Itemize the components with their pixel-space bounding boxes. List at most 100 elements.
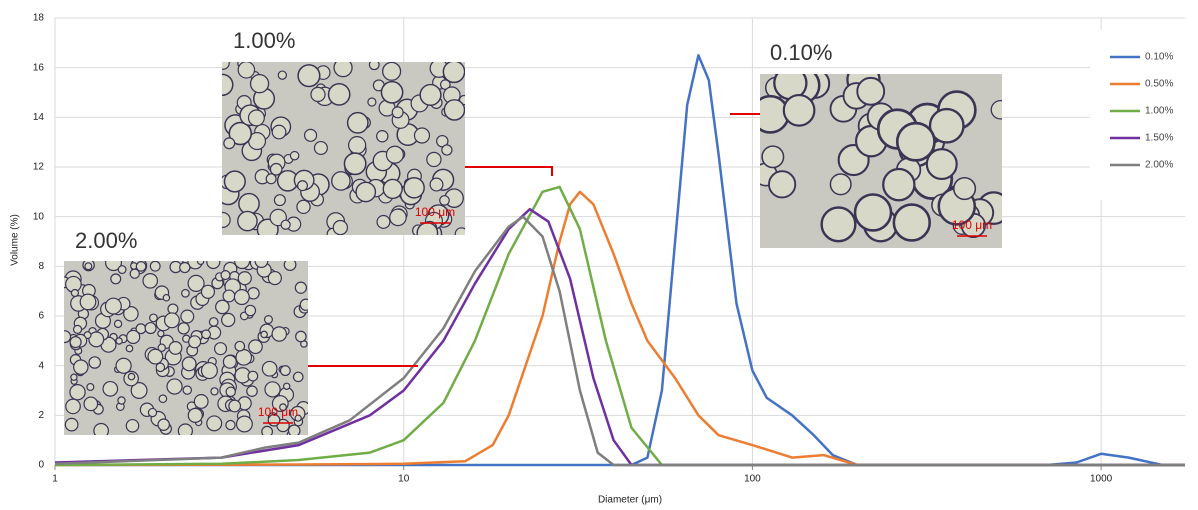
droplet	[193, 394, 209, 409]
droplet	[206, 261, 221, 270]
droplet	[225, 386, 236, 398]
droplet	[168, 341, 183, 355]
legend: 0.10% 0.50% 1.00% 1.50% 2.00%	[1110, 52, 1173, 171]
droplet	[265, 173, 277, 185]
droplet	[213, 342, 228, 356]
droplet	[65, 398, 81, 415]
y-tick-label: 18	[33, 13, 45, 24]
y-tick-label: 16	[33, 62, 45, 73]
droplet	[117, 396, 126, 405]
droplet	[223, 137, 236, 150]
droplet	[261, 425, 274, 435]
droplet	[69, 336, 82, 349]
droplet	[271, 326, 288, 342]
droplet	[327, 82, 351, 106]
legend-label: 1.50%	[1145, 133, 1173, 144]
droplet	[158, 394, 168, 404]
droplet	[389, 208, 407, 227]
y-tick-label: 6	[38, 311, 44, 322]
droplet	[343, 152, 367, 176]
insets: 100 μm 1.00% 100 μm 0.10% 100 μm 2.00%	[64, 28, 1002, 435]
droplet	[125, 344, 134, 353]
droplet	[200, 284, 216, 299]
droplet	[135, 261, 147, 272]
droplet	[157, 418, 170, 431]
droplet	[882, 167, 916, 202]
droplet	[279, 365, 291, 377]
droplet	[820, 206, 857, 243]
droplet	[382, 62, 402, 81]
droplet	[277, 70, 288, 80]
droplet	[247, 109, 265, 127]
droplet	[177, 423, 193, 435]
droplet	[853, 193, 893, 232]
droplet	[149, 313, 158, 323]
droplet	[88, 331, 105, 348]
droplet	[856, 76, 886, 106]
droplet	[269, 162, 283, 176]
droplet	[115, 337, 123, 345]
micrograph: 100 μm	[760, 74, 1002, 248]
droplet	[382, 178, 403, 200]
scale-bar-label: 100 μm	[415, 205, 455, 219]
droplet	[313, 140, 328, 156]
droplet	[110, 273, 122, 285]
droplet	[376, 129, 389, 143]
droplet	[181, 288, 190, 298]
droplet	[93, 422, 110, 435]
legend-label: 0.10%	[1145, 52, 1173, 63]
droplet	[72, 324, 83, 334]
droplet	[237, 271, 252, 286]
droplet	[64, 417, 79, 432]
droplet	[147, 348, 164, 365]
droplet	[228, 399, 242, 413]
droplet	[426, 151, 442, 168]
droplet	[367, 97, 377, 107]
droplet	[273, 194, 286, 207]
series-line	[54, 190, 1185, 467]
droplet	[142, 273, 159, 289]
x-tick-label: 1000	[1090, 474, 1113, 485]
droplet	[147, 407, 158, 418]
droplet	[442, 62, 465, 84]
droplet	[113, 319, 123, 329]
droplet	[333, 62, 353, 78]
droplet	[117, 265, 127, 275]
droplet	[182, 385, 193, 395]
droplet	[104, 297, 122, 315]
x-tick-label: 100	[744, 474, 761, 485]
droplet	[84, 262, 93, 271]
droplet	[264, 381, 281, 398]
droplet	[441, 144, 453, 156]
droplet	[225, 419, 236, 431]
droplet	[187, 407, 203, 423]
droplet	[64, 330, 72, 344]
droplet	[953, 177, 977, 201]
droplet	[177, 322, 190, 335]
y-tick-label: 12	[33, 162, 45, 173]
droplet	[163, 312, 180, 329]
droplet	[279, 403, 287, 412]
droplet	[332, 219, 349, 235]
droplet	[238, 192, 260, 215]
series-line	[55, 54, 1185, 467]
droplet	[221, 312, 236, 328]
droplet	[88, 356, 102, 369]
droplet	[208, 317, 219, 327]
legend-label: 2.00%	[1145, 160, 1173, 171]
droplet	[990, 99, 1002, 120]
legend-label: 0.50%	[1145, 79, 1173, 90]
droplet	[79, 293, 97, 311]
droplet	[391, 106, 404, 119]
droplets	[760, 74, 1002, 243]
droplet	[292, 371, 304, 383]
droplet	[768, 170, 797, 199]
droplet	[247, 370, 259, 382]
droplet	[200, 362, 218, 380]
inset-label: 2.00%	[75, 228, 137, 253]
legend-box	[1090, 30, 1198, 200]
droplet	[249, 73, 270, 94]
droplet	[346, 111, 369, 134]
droplet	[233, 289, 250, 306]
